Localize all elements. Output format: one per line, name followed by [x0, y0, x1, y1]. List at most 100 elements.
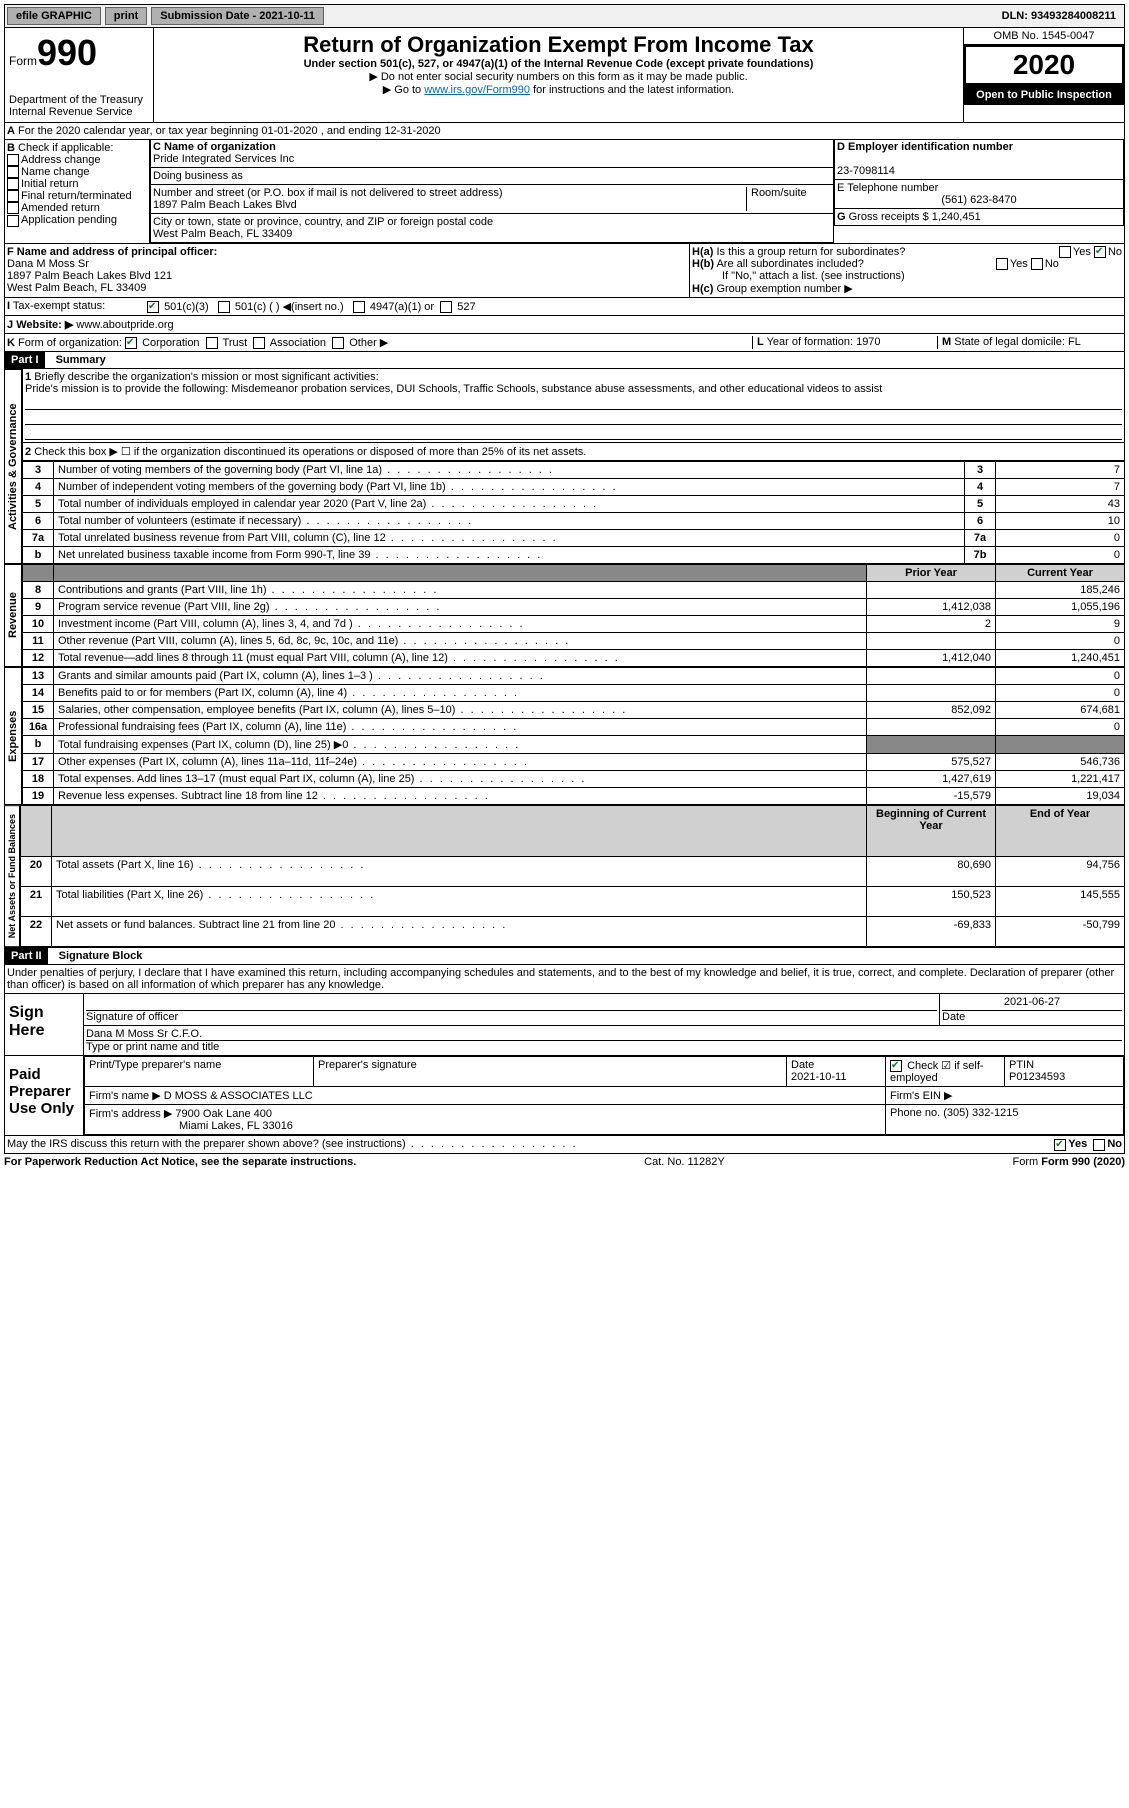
corp-label: Corporation — [142, 337, 199, 349]
form-ref: Form 990 (2020) — [1041, 1156, 1125, 1168]
other-checkbox[interactable] — [332, 337, 344, 349]
box-k-label: Form of organization: — [18, 337, 122, 349]
amended-return-label: Amended return — [21, 202, 100, 214]
ha-question: Is this a group return for subordinates? — [716, 246, 905, 258]
box-c-label: C Name of organization — [153, 141, 276, 153]
no-label-3: No — [1107, 1138, 1122, 1150]
trust-checkbox[interactable] — [206, 337, 218, 349]
part1-title: Summary — [48, 354, 106, 366]
irs-link[interactable]: www.irs.gov/Form990 — [424, 84, 530, 96]
cat-number: Cat. No. 11282Y — [644, 1156, 725, 1168]
addr-label: Number and street (or P.O. box if mail i… — [153, 187, 503, 199]
addr-change-checkbox[interactable] — [7, 154, 19, 166]
dept-treasury: Department of the Treasury Internal Reve… — [9, 94, 149, 118]
table-row: 8Contributions and grants (Part VIII, li… — [23, 582, 1125, 599]
yes-label-2: Yes — [1010, 258, 1028, 270]
initial-return-checkbox[interactable] — [7, 178, 19, 190]
name-change-checkbox[interactable] — [7, 166, 19, 178]
firm-phone-label: Phone no. — [890, 1107, 940, 1119]
prep-date: 2021-10-11 — [791, 1071, 846, 1083]
4947-checkbox[interactable] — [353, 301, 365, 313]
table-row: bNet unrelated business taxable income f… — [23, 547, 1125, 564]
corp-checkbox[interactable] — [125, 337, 137, 349]
box-f-label: F Name and address of principal officer: — [7, 246, 217, 258]
assoc-label: Association — [270, 337, 326, 349]
firm-ein-label: Firm's EIN ▶ — [886, 1087, 1124, 1105]
sig-officer-label: Signature of officer — [86, 1011, 178, 1023]
year-formation: Year of formation: 1970 — [767, 336, 881, 348]
preparer-table: Print/Type preparer's name Preparer's si… — [84, 1056, 1124, 1135]
open-public-badge: Open to Public Inspection — [964, 85, 1124, 105]
omb-number: OMB No. 1545-0047 — [964, 28, 1124, 45]
org-name: Pride Integrated Services Inc — [153, 153, 294, 165]
hb-no-checkbox[interactable] — [1031, 258, 1043, 270]
box-m-label: M — [942, 336, 951, 348]
form-word: Form — [9, 54, 37, 68]
revenue-section-label: Revenue — [4, 564, 22, 667]
table-row: bTotal fundraising expenses (Part IX, co… — [23, 736, 1125, 754]
firm-phone: (305) 332-1215 — [943, 1107, 1018, 1119]
final-return-label: Final return/terminated — [21, 190, 132, 202]
table-row: 10Investment income (Part VIII, column (… — [23, 616, 1125, 633]
officer-printed-name: Dana M Moss Sr C.F.O. — [86, 1028, 1122, 1041]
501c-checkbox[interactable] — [218, 301, 230, 313]
tax-exempt-label: Tax-exempt status: — [13, 300, 105, 312]
hb-question: Are all subordinates included? — [716, 258, 863, 270]
501c3-label: 501(c)(3) — [164, 301, 209, 313]
app-pending-label: Application pending — [21, 214, 117, 226]
netassets-section-label: Net Assets or Fund Balances — [4, 805, 20, 947]
ptin-value: P01234593 — [1009, 1071, 1065, 1083]
room-suite: Room/suite — [746, 187, 831, 211]
table-row: 7aTotal unrelated business revenue from … — [23, 530, 1125, 547]
assoc-checkbox[interactable] — [253, 337, 265, 349]
city-label: City or town, state or province, country… — [153, 216, 493, 228]
ha-no-checkbox[interactable] — [1094, 246, 1106, 258]
governance-table: 3Number of voting members of the governi… — [22, 461, 1125, 564]
amended-return-checkbox[interactable] — [7, 202, 19, 214]
submission-date-label: Submission Date - 2021-10-11 — [151, 7, 324, 25]
table-row: 14Benefits paid to or for members (Part … — [23, 685, 1125, 702]
penalty-declaration: Under penalties of perjury, I declare th… — [4, 965, 1125, 994]
sig-date: 2021-06-27 — [942, 996, 1122, 1011]
print-button[interactable]: print — [105, 7, 147, 25]
app-pending-checkbox[interactable] — [7, 215, 19, 227]
self-employed-checkbox[interactable] — [890, 1060, 902, 1072]
box-b-label: Check if applicable: — [18, 142, 113, 154]
hb-yes-checkbox[interactable] — [996, 258, 1008, 270]
ruled-line — [25, 395, 1122, 410]
efile-graphic-button[interactable]: efile GRAPHIC — [7, 7, 101, 25]
date-label: Date — [942, 1011, 965, 1023]
trust-label: Trust — [223, 337, 248, 349]
table-row: 15Salaries, other compensation, employee… — [23, 702, 1125, 719]
ha-yes-checkbox[interactable] — [1059, 246, 1071, 258]
officer-name: Dana M Moss Sr — [7, 258, 89, 270]
mission-text: Pride's mission is to provide the follow… — [25, 383, 882, 395]
tax-year: 2020 — [964, 45, 1124, 85]
paid-preparer-label: Paid Preparer Use Only — [5, 1056, 84, 1135]
527-checkbox[interactable] — [440, 301, 452, 313]
final-return-checkbox[interactable] — [7, 190, 19, 202]
table-row: 21Total liabilities (Part X, line 26)150… — [21, 887, 1125, 917]
hb-note: If "No," attach a list. (see instruction… — [692, 270, 1122, 282]
page-footer: For Paperwork Reduction Act Notice, see … — [4, 1154, 1125, 1168]
form-header: Form990 Department of the Treasury Inter… — [4, 28, 1125, 123]
527-label: 527 — [457, 301, 475, 313]
street-address: 1897 Palm Beach Lakes Blvd — [153, 199, 297, 211]
phone-value: (561) 623-8470 — [837, 194, 1121, 206]
period-text: For the 2020 calendar year, or tax year … — [18, 125, 441, 137]
501c3-checkbox[interactable] — [147, 301, 159, 313]
state-domicile: State of legal domicile: FL — [954, 336, 1081, 348]
netassets-table: Beginning of Current YearEnd of Year20To… — [20, 805, 1125, 947]
table-row: 6Total number of volunteers (estimate if… — [23, 513, 1125, 530]
discuss-no-checkbox[interactable] — [1093, 1139, 1105, 1151]
discuss-yes-checkbox[interactable] — [1054, 1139, 1066, 1151]
table-header-row: Beginning of Current YearEnd of Year — [21, 806, 1125, 857]
table-row: 11Other revenue (Part VIII, column (A), … — [23, 633, 1125, 650]
initial-return-label: Initial return — [21, 178, 78, 190]
no-label: No — [1108, 246, 1122, 258]
table-row: 16aProfessional fundraising fees (Part I… — [23, 719, 1125, 736]
date-label-2: Date — [791, 1059, 814, 1071]
city-state-zip: West Palm Beach, FL 33409 — [153, 228, 292, 240]
topbar: efile GRAPHIC print Submission Date - 20… — [4, 4, 1125, 28]
website-url: www.aboutpride.org — [76, 319, 173, 331]
